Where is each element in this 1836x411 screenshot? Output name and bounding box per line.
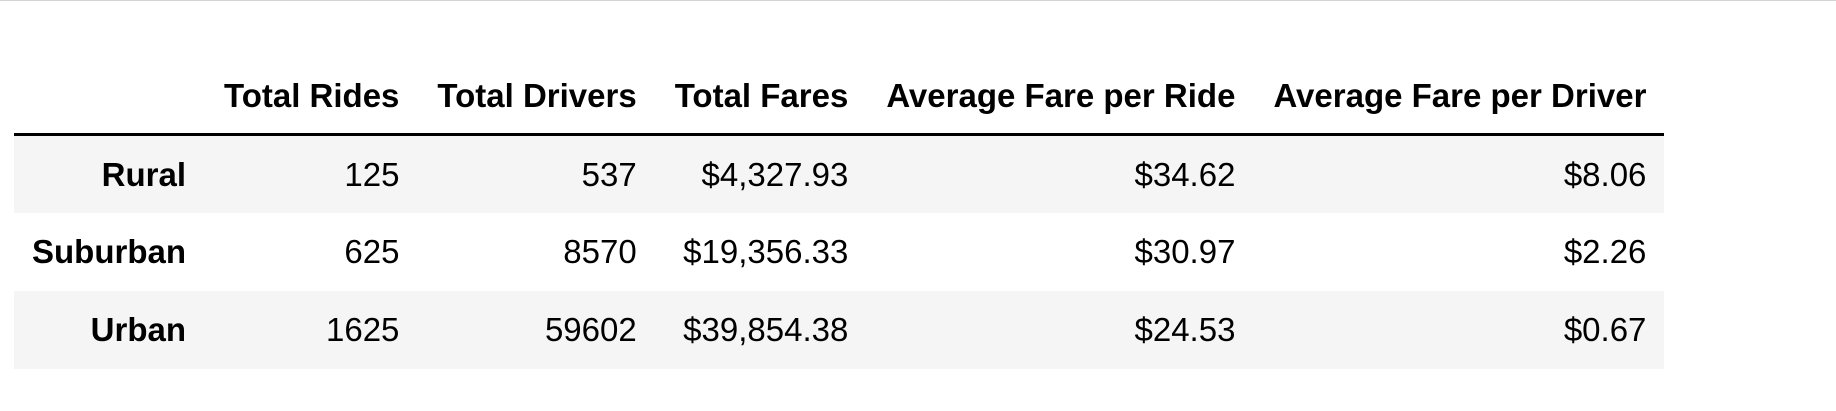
cell-total-rides: 125 (344, 155, 400, 193)
row-label: Urban (90, 311, 186, 348)
output-top-divider (0, 0, 1836, 1)
cell-average-fare-per-driver: $0.67 (1563, 311, 1647, 348)
cell-total-rides: 1625 (326, 311, 400, 348)
cell-total-drivers: 59602 (544, 311, 637, 348)
column-header-total-fares: Total Fares (674, 77, 849, 114)
index-header-cell (14, 58, 204, 135)
table-header: Total Rides Total Drivers Total Fares Av… (14, 58, 1665, 135)
summary-table: Total Rides Total Drivers Total Fares Av… (14, 58, 1665, 369)
column-header-average-fare-per-driver: Average Fare per Driver (1273, 77, 1647, 114)
dataframe-output: Total Rides Total Drivers Total Fares Av… (14, 58, 1665, 369)
table-row: Rural 125 537 $4,327.93 $34.62 $8.06 (14, 134, 1665, 213)
cell-total-rides: 625 (344, 233, 400, 270)
column-header-total-drivers: Total Drivers (437, 77, 637, 114)
cell-average-fare-per-ride: $24.53 (1134, 311, 1236, 348)
cell-average-fare-per-ride: $30.97 (1134, 233, 1236, 270)
column-header-average-fare-per-ride: Average Fare per Ride (886, 77, 1236, 114)
table-row: Urban 1625 59602 $39,854.38 $24.53 $0.67 (14, 290, 1665, 369)
header-row: Total Rides Total Drivers Total Fares Av… (14, 58, 1665, 135)
table-row: Suburban 625 8570 $19,356.33 $30.97 $2.2… (14, 212, 1665, 291)
cell-total-fares: $39,854.38 (683, 311, 849, 348)
cell-total-drivers: 537 (581, 155, 637, 193)
row-label: Suburban (32, 233, 186, 270)
cell-total-fares: $4,327.93 (701, 155, 849, 193)
column-header-total-rides: Total Rides (224, 77, 400, 114)
cell-total-drivers: 8570 (563, 233, 637, 270)
cell-total-fares: $19,356.33 (683, 233, 849, 270)
cell-average-fare-per-driver: $2.26 (1563, 233, 1647, 270)
cell-average-fare-per-ride: $34.62 (1134, 155, 1236, 193)
row-label: Rural (101, 155, 186, 193)
cell-average-fare-per-driver: $8.06 (1563, 155, 1647, 193)
table-body: Rural 125 537 $4,327.93 $34.62 $8.06 Sub… (14, 134, 1665, 369)
